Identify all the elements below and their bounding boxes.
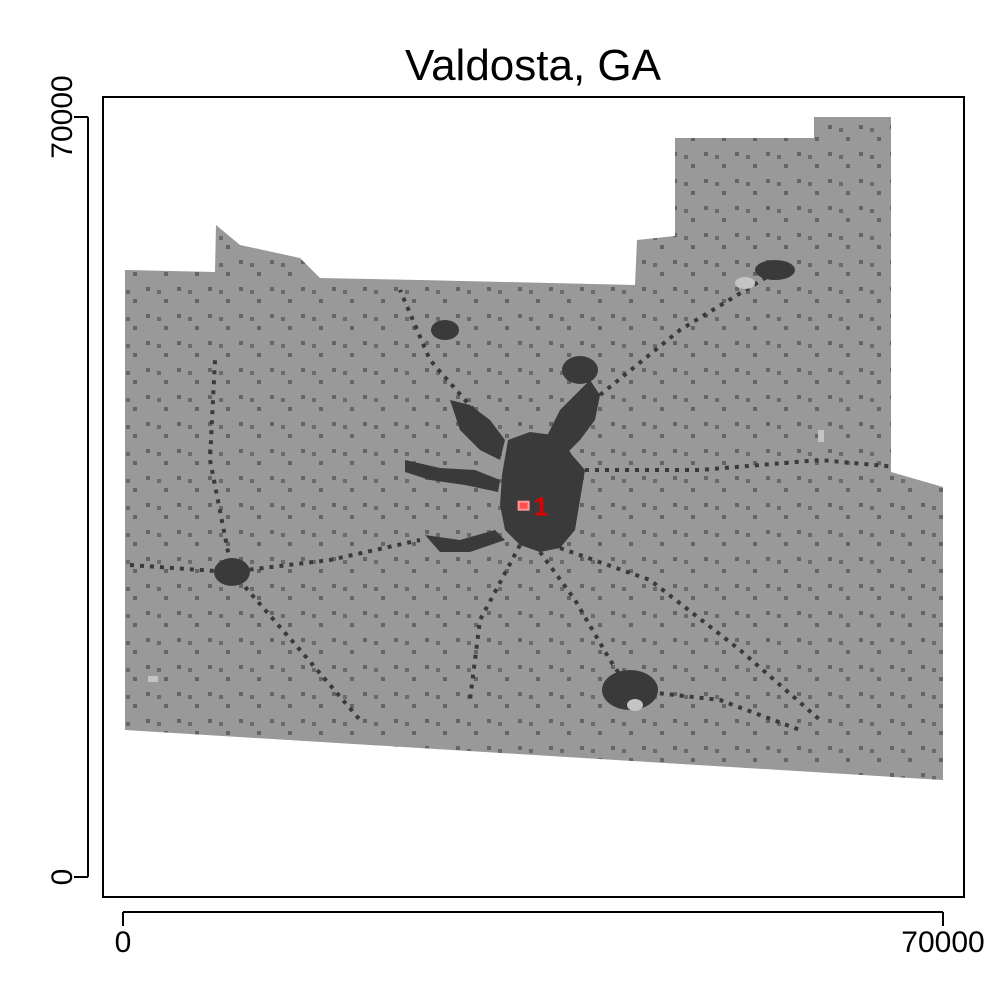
- urban-west-spur: [405, 460, 500, 492]
- marker-dot: [517, 500, 530, 511]
- x-axis: 0 70000: [115, 911, 985, 959]
- urban-core: [500, 432, 585, 552]
- cluster-north: [431, 320, 459, 340]
- marker-label: 1: [534, 492, 548, 522]
- y-axis-tick-label-min: 0: [46, 869, 79, 886]
- urban-northwest-arm: [450, 400, 505, 460]
- x-axis-tick-label-max: 70000: [901, 926, 984, 959]
- marker: 1: [517, 492, 548, 522]
- chart-title: Valdosta, GA: [405, 41, 662, 90]
- urban-southwest-spur: [425, 530, 505, 552]
- light-patch-south: [627, 699, 643, 711]
- urban-north-arm: [545, 380, 600, 455]
- y-axis-tick-label-max: 70000: [46, 75, 79, 158]
- cluster-northcentral: [562, 356, 598, 384]
- road-network: [129, 273, 931, 732]
- light-patch-northeast: [735, 277, 755, 289]
- light-patch-east: [818, 430, 824, 442]
- light-patch-west: [148, 676, 158, 682]
- x-axis-tick-label-min: 0: [115, 926, 132, 959]
- y-axis: 70000 0: [46, 75, 89, 886]
- cluster-northeast: [755, 260, 795, 280]
